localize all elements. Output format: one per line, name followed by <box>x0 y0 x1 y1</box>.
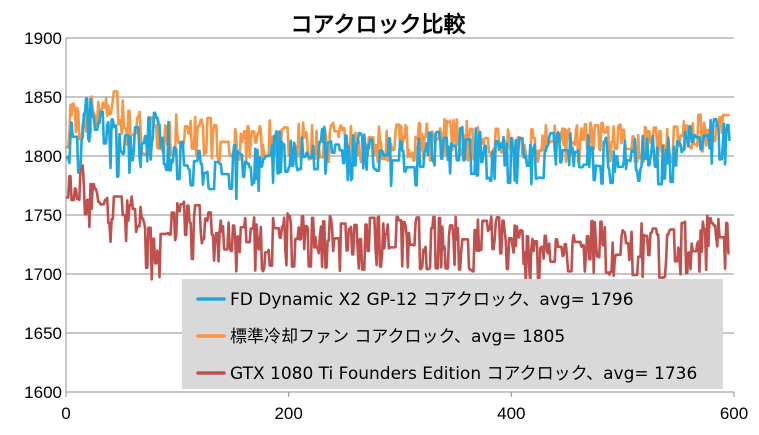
y-tick-label: 1750 <box>24 206 62 225</box>
plot-lines <box>65 90 731 284</box>
legend-label: 標準冷却ファン コアクロック、avg= 1805 <box>230 327 565 347</box>
series-line <box>65 90 730 164</box>
legend-box <box>182 279 723 389</box>
x-tick-label: 600 <box>720 404 748 423</box>
y-tick-label: 1900 <box>24 29 62 48</box>
legend-label: FD Dynamic X2 GP-12 コアクロック、avg= 1796 <box>230 290 634 310</box>
axes: 1600 1650 1700 1750 1800 1850 1900 0 200 400 600 <box>24 29 748 423</box>
y-tick-label: 1700 <box>24 265 62 284</box>
legend-label: GTX 1080 Ti Founders Edition コアクロック、avg=… <box>230 364 697 384</box>
y-tick-label: 1650 <box>24 324 62 343</box>
y-tick-label: 1800 <box>24 147 62 166</box>
x-tick-label: 400 <box>497 404 525 423</box>
y-tick-label: 1850 <box>24 88 62 107</box>
x-tick-label: 0 <box>61 404 70 423</box>
legend: FD Dynamic X2 GP-12 コアクロック、avg= 1796 標準冷却… <box>182 279 723 389</box>
series-line <box>65 97 731 201</box>
chart-title: コアクロック比較 <box>291 12 467 38</box>
x-tick-label: 200 <box>274 404 302 423</box>
y-tick-label: 1600 <box>24 383 62 402</box>
series-line <box>65 164 730 284</box>
